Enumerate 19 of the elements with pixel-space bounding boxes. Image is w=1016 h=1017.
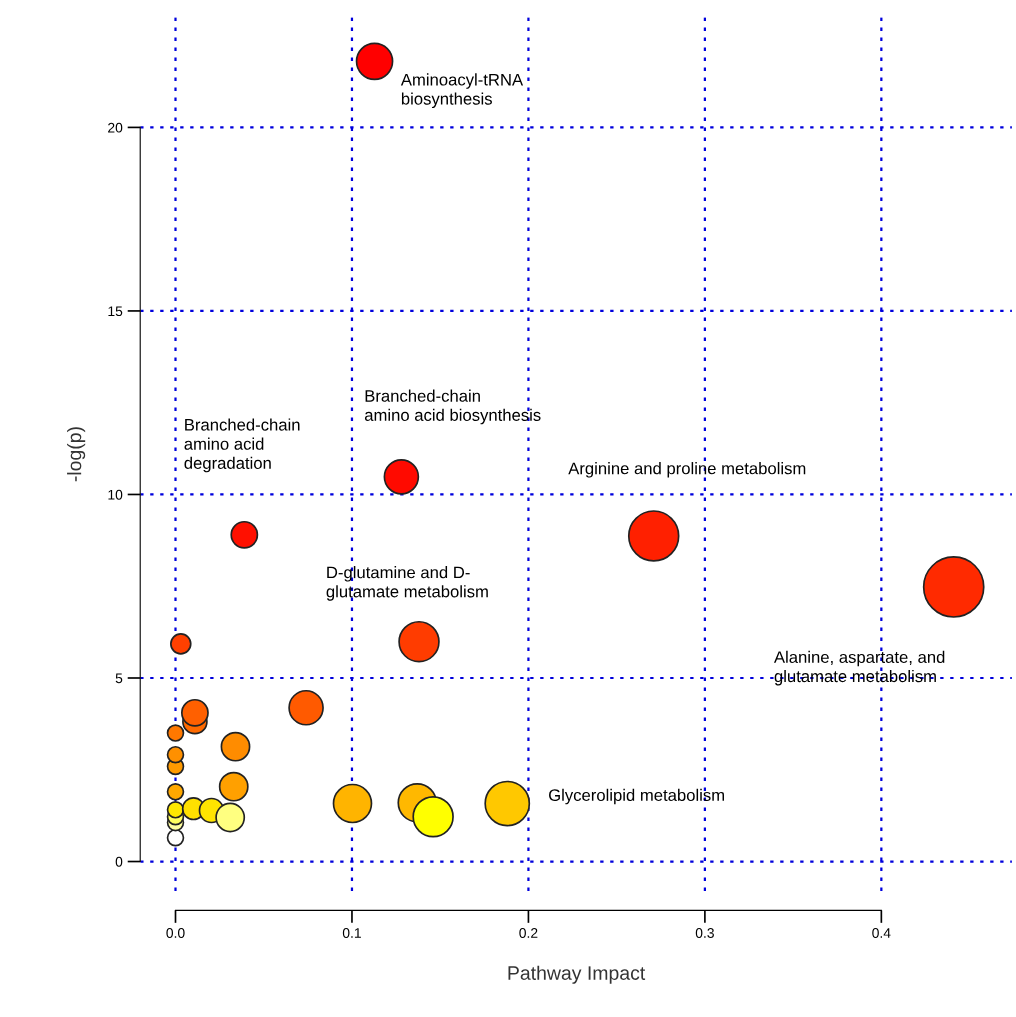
annotation: D-glutamine and D- glutamate metabolism (326, 566, 488, 601)
annotation: Aminoacyl-tRNA biosynthesis (400, 73, 524, 109)
annotation: Alanine, aspartate, and glutamate metabolism (773, 650, 945, 686)
x-tick-label: 0.2 (519, 928, 538, 938)
y-tick-label: 0 (115, 856, 123, 867)
x-tick-label: 0.0 (166, 928, 185, 938)
x-tick-label: 0.1 (342, 928, 361, 938)
annotation: Branched-chain amino acid degradation (184, 418, 300, 473)
y-tick-label: 10 (108, 489, 123, 500)
x-tick-label: 0.3 (695, 928, 714, 938)
annotation: Glycerolipid metabolism (549, 788, 724, 805)
y-tick-label: 20 (108, 122, 123, 133)
y-tick-label: 15 (108, 306, 123, 317)
x-tick-label: 0.4 (872, 928, 891, 938)
y-tick-label: 5 (115, 673, 123, 684)
y-axis-title: -log(p) (67, 427, 86, 482)
x-axis-title: Pathway Impact (508, 965, 646, 984)
annotation: Arginine and proline metabolism (568, 462, 806, 478)
annotation: Branched-chain amino acid biosynthesis (364, 389, 541, 425)
